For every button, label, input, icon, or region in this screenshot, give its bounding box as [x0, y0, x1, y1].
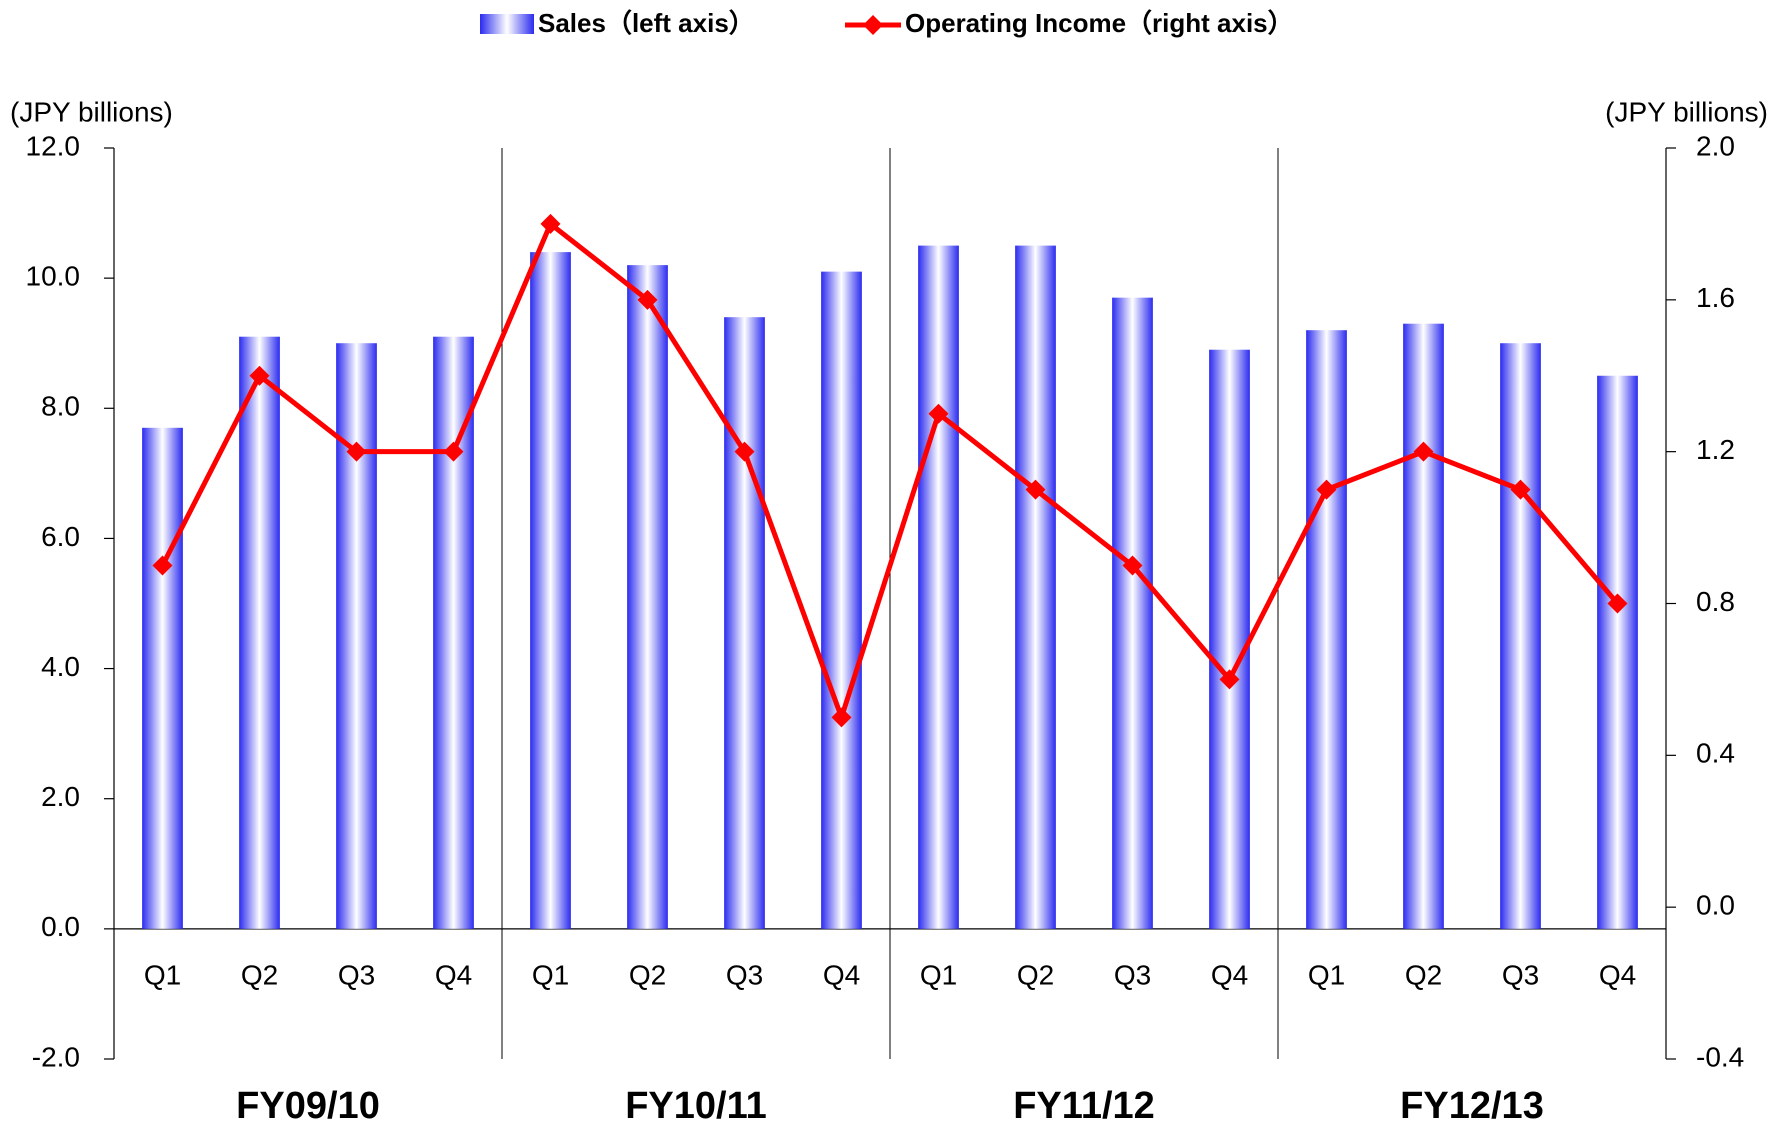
bar	[1112, 297, 1153, 929]
bar	[1403, 323, 1444, 929]
y-tick-label: 8.0	[41, 391, 80, 422]
marker	[152, 555, 173, 576]
x-tick-label: Q2	[629, 959, 666, 990]
bar	[530, 252, 571, 929]
marker	[1607, 593, 1628, 614]
y-axis-label: (JPY billions)	[10, 96, 173, 127]
line	[160, 221, 1620, 720]
x-tick-label: Q3	[1502, 959, 1539, 990]
marker	[1316, 479, 1337, 500]
y-tick-label: 6.0	[41, 521, 80, 552]
marker	[443, 441, 464, 462]
marker	[1025, 479, 1046, 500]
bar	[821, 271, 862, 929]
y2-tick-label: 0.8	[1696, 586, 1735, 617]
x-tick-label: Q3	[726, 959, 763, 990]
marker	[1413, 441, 1434, 462]
legend-label: Operating Income（right axis）	[905, 8, 1294, 38]
bar	[1597, 375, 1638, 929]
x-tick-label: Q4	[1599, 959, 1636, 990]
y-tick-label: 2.0	[41, 781, 80, 812]
marker	[1510, 479, 1531, 500]
x-tick-label: Q1	[920, 959, 957, 990]
bar	[1015, 245, 1056, 929]
group-label: FY12/13	[1400, 1085, 1544, 1127]
group-label: FY10/11	[625, 1085, 767, 1127]
marker	[928, 403, 949, 424]
legend-marker	[863, 15, 883, 35]
y-tick-label: 12.0	[26, 130, 81, 161]
x-tick-label: Q3	[338, 959, 375, 990]
marker	[831, 707, 852, 728]
y2-tick-label: 2.0	[1696, 130, 1735, 161]
x-tick-label: Q3	[1114, 959, 1151, 990]
x-tick-label: Q1	[1308, 959, 1345, 990]
bar	[1500, 343, 1541, 929]
bar	[433, 336, 474, 929]
x-tick-label: Q1	[532, 959, 569, 990]
y-tick-label: 0.0	[41, 911, 80, 942]
y2-tick-label: 1.6	[1696, 282, 1735, 313]
bar	[1306, 330, 1347, 929]
marker	[1219, 669, 1240, 690]
group-label: FY09/10	[236, 1085, 380, 1127]
marker	[734, 441, 755, 462]
marker	[249, 365, 270, 386]
group-label: FY11/12	[1013, 1085, 1155, 1127]
x-tick-label: Q2	[1017, 959, 1054, 990]
marker	[346, 441, 367, 462]
x-tick-label: Q2	[1405, 959, 1442, 990]
y2-tick-label: 0.0	[1696, 890, 1735, 921]
x-tick-label: Q1	[144, 959, 181, 990]
x-tick-label: Q4	[1211, 959, 1248, 990]
y-tick-label: -2.0	[32, 1041, 80, 1072]
marker	[1122, 555, 1143, 576]
marker	[637, 289, 658, 310]
bar	[1209, 349, 1250, 929]
y2-axis-label: (JPY billions)	[1605, 96, 1768, 127]
bar	[627, 265, 668, 929]
bar	[239, 336, 280, 929]
y-tick-label: 10.0	[26, 261, 81, 292]
y-tick-label: 4.0	[41, 651, 80, 682]
x-tick-label: Q2	[241, 959, 278, 990]
bar	[336, 343, 377, 929]
y2-tick-label: 1.2	[1696, 434, 1735, 465]
y2-tick-label: 0.4	[1696, 738, 1735, 769]
bar	[918, 245, 959, 929]
bar	[142, 427, 183, 929]
x-tick-label: Q4	[823, 959, 860, 990]
legend-label: Sales（left axis）	[538, 8, 755, 38]
legend-swatch	[480, 14, 534, 34]
bar	[724, 317, 765, 929]
y2-tick-label: -0.4	[1696, 1041, 1744, 1072]
marker	[540, 213, 561, 234]
x-tick-label: Q4	[435, 959, 472, 990]
